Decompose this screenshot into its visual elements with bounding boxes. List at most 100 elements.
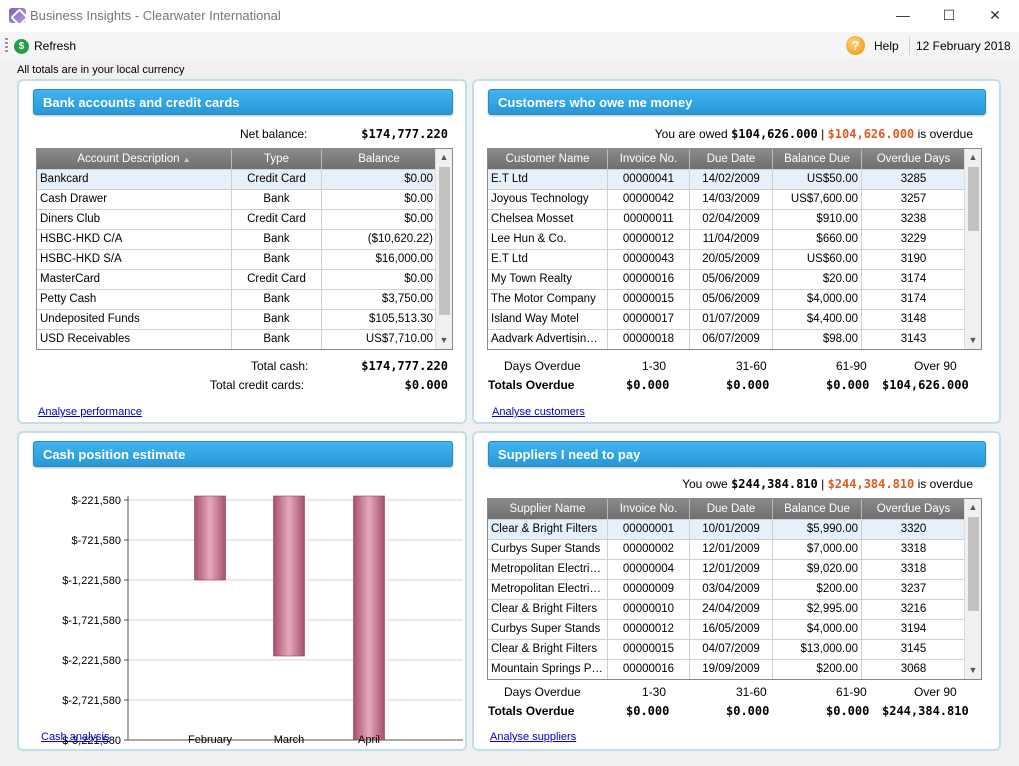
net-balance-label: Net balance: [240, 127, 307, 141]
cash-analysis-link[interactable]: Cash analysis [41, 731, 109, 743]
table-row[interactable]: The Motor Company 00000015 05/06/2009 $4,00… [488, 289, 981, 309]
scroll-thumb[interactable] [968, 167, 979, 231]
scroll-down-icon[interactable]: ▼ [965, 332, 981, 349]
x-tick-label: February [188, 734, 233, 746]
toolbar-grip-icon[interactable] [5, 38, 8, 54]
table-row[interactable]: Curbys Super Stands 00000002 12/01/2009 $7,… [488, 539, 981, 559]
table-row[interactable]: Aadvark Advertising (H) 00000018 06/07/200… [488, 329, 981, 349]
customers-table[interactable]: Customer Name Invoice No. Due Date Balan… [487, 148, 982, 350]
table-row[interactable]: My Town Realty 00000016 05/06/2009 $20.00 31… [488, 269, 981, 289]
table-cell: $0.00 [322, 170, 437, 189]
refresh-icon[interactable]: $ [14, 39, 29, 54]
help-icon[interactable]: ? [846, 36, 865, 55]
suppliers-panel-title: Suppliers I need to pay [488, 441, 986, 467]
table-row[interactable]: USD Receivables Bank US$7,710.00 [37, 329, 452, 349]
bank-accounts-table[interactable]: Account Description ▲ Type Balance Bankc… [36, 148, 453, 350]
table-row[interactable]: E.T Ltd 00000043 20/05/2009 US$60.00 3190 [488, 249, 981, 269]
table-cell: 00000002 [608, 540, 690, 559]
column-header-overdue-days[interactable]: Overdue Days [862, 499, 966, 519]
suppliers-table[interactable]: Supplier Name Invoice No. Due Date Balan… [487, 498, 982, 680]
suppliers-table-scrollbar[interactable]: ▲ ▼ [964, 499, 981, 679]
table-cell: 00000001 [608, 520, 690, 539]
column-header-overdue-days[interactable]: Overdue Days [862, 149, 966, 169]
table-cell: $98.00 [773, 330, 862, 349]
table-cell: 3174 [862, 270, 966, 289]
column-header-invoice[interactable]: Invoice No. [608, 149, 690, 169]
table-row[interactable]: Island Way Motel 00000017 01/07/2009 $4,400… [488, 309, 981, 329]
table-cell: $7,000.00 [773, 540, 862, 559]
table-row[interactable]: Clear & Bright Filters 00000015 04/07/2009… [488, 639, 981, 659]
table-cell: USD Receivables [37, 330, 232, 349]
column-header-customer[interactable]: Customer Name [488, 149, 608, 169]
table-row[interactable]: Diners Club Credit Card $0.00 [37, 209, 452, 229]
total-cash-label: Total cash: [251, 359, 308, 373]
column-header-supplier[interactable]: Supplier Name [488, 499, 608, 519]
column-header-balance[interactable]: Balance [322, 149, 437, 169]
table-row[interactable]: Chelsea Mosset 00000011 02/04/2009 $910.00 3… [488, 209, 981, 229]
table-cell: $4,400.00 [773, 310, 862, 329]
bank-table-scrollbar[interactable]: ▲ ▼ [435, 149, 452, 349]
table-row[interactable]: Petty Cash Bank $3,750.00 [37, 289, 452, 309]
minimize-button[interactable]: — [880, 0, 926, 32]
table-cell: Bankcard [37, 170, 232, 189]
aging-label: Over 90 [914, 359, 957, 373]
scroll-down-icon[interactable]: ▼ [436, 332, 452, 349]
table-cell: Diners Club [37, 210, 232, 229]
table-row[interactable]: Joyous Technology 00000042 14/03/2009 US$7,… [488, 189, 981, 209]
analyse-suppliers-link[interactable]: Analyse suppliers [490, 731, 576, 743]
help-button[interactable]: Help [874, 39, 899, 53]
table-cell: MasterCard [37, 270, 232, 289]
table-row[interactable]: Bankcard Credit Card $0.00 [37, 169, 452, 189]
maximize-button[interactable]: ☐ [926, 0, 972, 32]
table-row[interactable]: Curbys Super Stands 00000012 16/05/2009 $4,… [488, 619, 981, 639]
table-cell: 11/04/2009 [690, 230, 773, 249]
table-row[interactable]: HSBC-HKD S/A Bank $16,000.00 [37, 249, 452, 269]
customers-table-scrollbar[interactable]: ▲ ▼ [964, 149, 981, 349]
scroll-down-icon[interactable]: ▼ [965, 662, 981, 679]
table-row[interactable]: Metropolitan Electricity 00000004 12/01/20… [488, 559, 981, 579]
table-row[interactable]: Undeposited Funds Bank $105,513.30 [37, 309, 452, 329]
y-tick-label: $-721,580 [71, 535, 121, 547]
column-header-invoice[interactable]: Invoice No. [608, 499, 690, 519]
column-header-balance-due[interactable]: Balance Due [773, 149, 862, 169]
table-row[interactable]: HSBC-HKD C/A Bank ($10,620.22) [37, 229, 452, 249]
close-button[interactable]: ✕ [972, 0, 1018, 32]
table-cell: Petty Cash [37, 290, 232, 309]
analyse-performance-link[interactable]: Analyse performance [38, 406, 142, 418]
scroll-up-icon[interactable]: ▲ [436, 149, 452, 166]
aging-label: 61-90 [836, 685, 867, 699]
table-cell: 06/07/2009 [690, 330, 773, 349]
column-header-account[interactable]: Account Description ▲ [37, 149, 232, 169]
scroll-thumb[interactable] [439, 167, 450, 315]
table-row[interactable]: MasterCard Credit Card $0.00 [37, 269, 452, 289]
scroll-thumb[interactable] [968, 517, 979, 611]
aging-label: 61-90 [836, 359, 867, 373]
column-header-balance-due[interactable]: Balance Due [773, 499, 862, 519]
column-header-type[interactable]: Type [232, 149, 322, 169]
toolbar-separator [909, 37, 910, 55]
table-row[interactable]: E.T Ltd 00000041 14/02/2009 US$50.00 3285 [488, 169, 981, 189]
table-cell: 3216 [862, 600, 966, 619]
table-cell: $9,020.00 [773, 560, 862, 579]
table-row[interactable]: Metropolitan Electricity 00000009 03/04/20… [488, 579, 981, 599]
aging-total: $0.000 [726, 704, 769, 718]
analyse-customers-link[interactable]: Analyse customers [492, 406, 585, 418]
table-cell: 00000017 [608, 310, 690, 329]
table-cell: Credit Card [232, 210, 322, 229]
y-tick-label: $-221,580 [71, 495, 121, 507]
y-tick-label: $-1,721,580 [62, 615, 121, 627]
table-cell: Curbys Super Stands [488, 540, 608, 559]
scroll-up-icon[interactable]: ▲ [965, 499, 981, 516]
table-row[interactable]: Clear & Bright Filters 00000010 24/04/2009… [488, 599, 981, 619]
aging-total: Totals Overdue [488, 704, 574, 718]
column-header-due-date[interactable]: Due Date [690, 499, 773, 519]
table-row[interactable]: Cash Drawer Bank $0.00 [37, 189, 452, 209]
scroll-up-icon[interactable]: ▲ [965, 149, 981, 166]
owe-amount: $244,384.810 [731, 477, 818, 491]
refresh-button[interactable]: Refresh [34, 39, 76, 53]
table-row[interactable]: Mountain Springs Pte... 00000016 19/09/200… [488, 659, 981, 679]
table-row[interactable]: Lee Hun & Co. 00000012 11/04/2009 $660.00 32… [488, 229, 981, 249]
aging-label: Over 90 [914, 685, 957, 699]
column-header-due-date[interactable]: Due Date [690, 149, 773, 169]
table-row[interactable]: Clear & Bright Filters 00000001 10/01/2009… [488, 519, 981, 539]
